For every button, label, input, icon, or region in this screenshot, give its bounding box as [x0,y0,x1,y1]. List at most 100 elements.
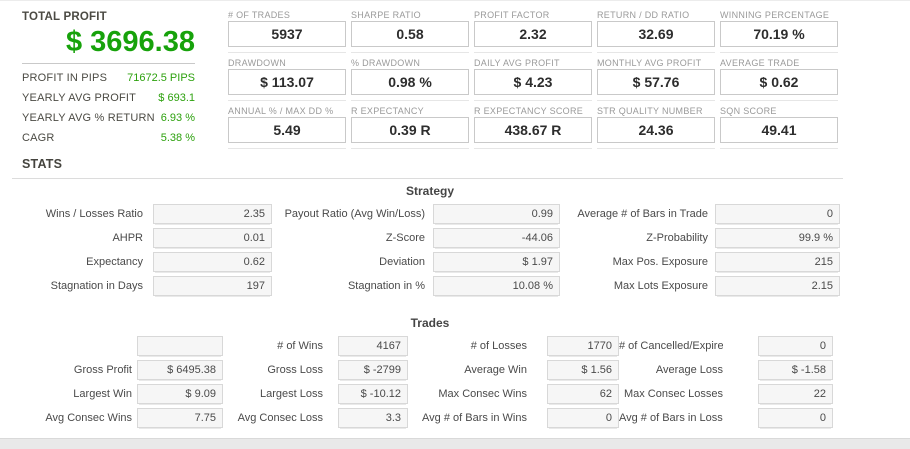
summary-value: 6.93 % [160,112,195,124]
metric-label: DAILY AVG PROFIT [474,58,560,68]
metric-value-box: $ 0.62 [720,69,838,95]
metric-drawdown: DRAWDOWN $ 113.07 [228,57,346,101]
stat-label: Max Consec Losses [623,388,723,400]
stat-value-box: 197 [153,276,272,296]
stat-value-box: 2.15 [715,276,840,296]
stat-value-box: $ 1.56 [547,360,619,380]
metric-annual-maxdd: ANNUAL % / MAX DD % 5.49 [228,105,346,149]
strategy-section-title: Strategy [405,184,455,198]
metric-winning-percentage: WINNING PERCENTAGE 70.19 % [720,9,838,53]
stat-value-box: 0 [758,408,833,428]
metric-daily-avg-profit: DAILY AVG PROFIT $ 4.23 [474,57,592,101]
summary-value: $ 693.1 [158,92,195,104]
metric-profit-factor: PROFIT FACTOR 2.32 [474,9,592,53]
stat-value-box: $ -2799 [338,360,408,380]
metric-label: R EXPECTANCY SCORE [474,106,584,116]
summary-label: CAGR [22,132,55,144]
stat-value-box: $ -1.58 [758,360,833,380]
metric-label: % DRAWDOWN [351,58,421,68]
stat-label: Deviation [379,256,425,268]
stat-value-box: 0 [758,336,833,356]
table-row: Stagnation in Days 197 Stagnation in % 1… [0,276,860,296]
metric-value-box: 32.69 [597,21,715,47]
stat-label: Stagnation in Days [50,280,143,292]
trades-section-title: Trades [410,316,450,330]
stat-value-box: 0.99 [433,204,560,224]
metric-value-box: $ 4.23 [474,69,592,95]
stat-label: Stagnation in % [347,280,425,292]
metric-num-trades: # OF TRADES 5937 [228,9,346,53]
stats-section-header: STATS [22,157,63,171]
stat-label: Avg Consec Loss [237,412,323,424]
stat-value-box: 0.01 [153,228,272,248]
key-metrics-grid: # OF TRADES 5937 SHARPE RATIO 0.58 PROFI… [228,9,842,149]
stat-label: AHPR [112,232,143,244]
stat-value-box: $ -10.12 [338,384,408,404]
metric-value-box: 70.19 % [720,21,838,47]
stat-value-box [137,336,223,356]
metric-label: WINNING PERCENTAGE [720,10,830,20]
summary-row-yearly-avg-return: YEARLY AVG % RETURN 6.93 % [22,108,195,128]
metric-str-quality-number: STR QUALITY NUMBER 24.36 [597,105,715,149]
metric-r-expectancy: R EXPECTANCY 0.39 R [351,105,469,149]
summary-divider [22,63,195,64]
stat-label: Average Loss [655,364,723,376]
stat-value-box: 0 [715,204,840,224]
table-row: Wins / Losses Ratio 2.35 Payout Ratio (A… [0,204,860,224]
metric-label: AVERAGE TRADE [720,58,800,68]
summary-value: 5.38 % [160,132,195,144]
metric-label: SQN SCORE [720,106,777,116]
metric-label: # OF TRADES [228,10,291,20]
stat-value-box: 0.62 [153,252,272,272]
stat-label: Wins / Losses Ratio [45,208,143,220]
trades-stats-table: Trades # of Wins 4167 # of Losses 1770 #… [0,316,860,432]
stat-value-box: 22 [758,384,833,404]
bottom-strip [0,438,910,449]
table-row: Avg Consec Wins 7.75 Avg Consec Loss 3.3… [0,408,860,428]
metric-monthly-avg-profit: MONTHLY AVG PROFIT $ 57.76 [597,57,715,101]
table-row: AHPR 0.01 Z-Score -44.06 Z-Probability 9… [0,228,860,248]
metric-average-trade: AVERAGE TRADE $ 0.62 [720,57,838,101]
stat-value-box: 62 [547,384,619,404]
metric-label: ANNUAL % / MAX DD % [228,106,334,116]
stat-label: # of Losses [470,340,527,352]
stat-label: Payout Ratio (Avg Win/Loss) [284,208,425,220]
metric-sqn-score: SQN SCORE 49.41 [720,105,838,149]
stat-value-box: 99.9 % [715,228,840,248]
summary-label: YEARLY AVG PROFIT [22,92,137,104]
stat-label: Largest Win [73,388,132,400]
stat-label: Average # of Bars in Trade [577,208,708,220]
metric-value-box: 5937 [228,21,346,47]
metric-sharpe-ratio: SHARPE RATIO 0.58 [351,9,469,53]
stat-label: Max Lots Exposure [613,280,708,292]
metric-value-box: $ 113.07 [228,69,346,95]
metric-label: RETURN / DD RATIO [597,10,690,20]
metric-label: MONTHLY AVG PROFIT [597,58,702,68]
stat-label: Expectancy [86,256,143,268]
strategy-stats-table: Strategy Wins / Losses Ratio 2.35 Payout… [0,184,860,300]
summary-label: YEARLY AVG % RETURN [22,112,155,124]
stat-label: Z-Probability [646,232,708,244]
summary-row-profit-in-pips: PROFIT IN PIPS 71672.5 PIPS [22,68,195,88]
summary-row-yearly-avg-profit: YEARLY AVG PROFIT $ 693.1 [22,88,195,108]
stat-value-box: 215 [715,252,840,272]
metric-value-box: 49.41 [720,117,838,143]
metric-value-box: 0.58 [351,21,469,47]
stat-value-box: -44.06 [433,228,560,248]
metric-label: PROFIT FACTOR [474,10,550,20]
stat-label: Z-Score [385,232,425,244]
stat-label: Max Consec Wins [438,388,527,400]
metric-label: STR QUALITY NUMBER [597,106,703,116]
stat-label: Max Pos. Exposure [612,256,708,268]
stat-value-box: 0 [547,408,619,428]
metric-r-expectancy-score: R EXPECTANCY SCORE 438.67 R [474,105,592,149]
stat-value-box: $ 9.09 [137,384,223,404]
stat-label: Gross Loss [267,364,323,376]
metric-value-box: 24.36 [597,117,715,143]
stat-value-box: 3.3 [338,408,408,428]
metric-return-dd-ratio: RETURN / DD RATIO 32.69 [597,9,715,53]
metric-label: DRAWDOWN [228,58,287,68]
metric-pct-drawdown: % DRAWDOWN 0.98 % [351,57,469,101]
metric-value-box: $ 57.76 [597,69,715,95]
